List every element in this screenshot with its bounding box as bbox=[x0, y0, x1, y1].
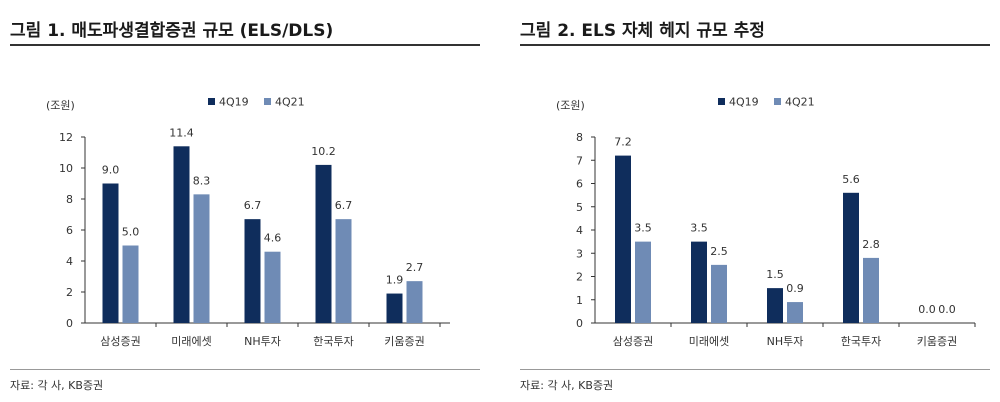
data-label-4Q19-4: 1.9 bbox=[386, 274, 404, 287]
figure-2-title-rule bbox=[520, 44, 990, 46]
data-label-4Q21-3: 6.7 bbox=[335, 199, 353, 212]
bar-4Q21-2 bbox=[264, 251, 281, 323]
x-tick-label: 한국투자 bbox=[841, 335, 881, 348]
bar-4Q19-1 bbox=[173, 146, 190, 323]
figure-2-bar-chart: (조원) 4Q19 4Q21012345678삼성증권7.23.5미래에셋3.52.… bbox=[556, 96, 976, 348]
y-tick-label: 8 bbox=[576, 131, 583, 144]
x-tick-label: 미래에셋 bbox=[171, 335, 211, 348]
data-label-4Q19-3: 10.2 bbox=[311, 145, 336, 158]
bar-4Q19-2 bbox=[767, 288, 783, 323]
bar-4Q21-0 bbox=[635, 241, 651, 323]
x-tick-label: 한국투자 bbox=[313, 335, 353, 348]
y-tick-label: 3 bbox=[576, 247, 583, 260]
bar-4Q21-2 bbox=[787, 302, 803, 323]
x-tick-label: NH투자 bbox=[244, 335, 281, 348]
y-tick-label: 4 bbox=[66, 255, 73, 268]
unit-label: (조원) bbox=[556, 99, 585, 112]
data-label-4Q21-2: 4.6 bbox=[264, 232, 282, 245]
figure-1-panel: 그림 1. 매도파생결합증권 규모 (ELS/DLS) (조원) 4Q19 4Q21… bbox=[10, 0, 480, 402]
x-tick-label: NH투자 bbox=[767, 335, 804, 348]
figure-2-bottom-rule bbox=[520, 369, 990, 370]
bar-4Q21-3 bbox=[335, 219, 352, 323]
bar-4Q19-2 bbox=[244, 219, 261, 323]
figure-1-title: 그림 1. 매도파생결합증권 규모 (ELS/DLS) bbox=[10, 21, 334, 41]
data-label-4Q19-3: 5.6 bbox=[842, 173, 860, 186]
bar-4Q21-3 bbox=[863, 257, 879, 323]
y-tick-label: 7 bbox=[576, 154, 583, 167]
figure-1-bottom-rule bbox=[10, 369, 480, 370]
figure-1-source: 자료: 각 사, KB증권 bbox=[10, 379, 104, 392]
bar-4Q19-4 bbox=[386, 293, 403, 323]
legend-swatch-4Q21 bbox=[774, 98, 781, 105]
data-label-4Q19-4: 0.0 bbox=[918, 303, 936, 316]
legend-label-4Q21: 4Q21 bbox=[785, 96, 815, 109]
x-tick-label: 미래에셋 bbox=[689, 335, 729, 348]
data-label-4Q21-1: 2.5 bbox=[710, 245, 728, 258]
figure-2-panel: 그림 2. ELS 자체 헤지 규모 추정 (조원) 4Q19 4Q21 0 1 2 3 4 5… bbox=[520, 0, 990, 402]
data-label-4Q21-2: 0.9 bbox=[786, 282, 804, 295]
figure-1-bar-chart: (조원) 4Q19 4Q21 0 2 4 6 8 10 12 삼성증권 9.0 5.0 미래에셋 11.4 8… bbox=[46, 96, 450, 348]
x-tick-label: 키움증권 bbox=[384, 335, 424, 348]
x-tick-label: 삼성증권 bbox=[100, 335, 140, 348]
unit-label: (조원) bbox=[46, 99, 75, 112]
y-tick-label: 1 bbox=[576, 294, 583, 307]
bar-4Q21-1 bbox=[711, 264, 727, 323]
bar-4Q19-3 bbox=[843, 192, 859, 323]
legend-label-4Q19: 4Q19 bbox=[729, 96, 759, 109]
bar-4Q19-3 bbox=[315, 164, 332, 323]
figure-2-title: 그림 2. ELS 자체 헤지 규모 추정 bbox=[520, 21, 765, 41]
data-label-4Q19-1: 11.4 bbox=[169, 126, 194, 139]
y-tick-label: 0 bbox=[66, 317, 73, 330]
y-tick-label: 6 bbox=[576, 178, 583, 191]
y-tick-label: 10 bbox=[59, 162, 73, 175]
y-tick-label: 6 bbox=[66, 224, 73, 237]
figure-1-title-rule bbox=[10, 44, 480, 46]
data-label-4Q21-0: 5.0 bbox=[122, 226, 140, 239]
bar-4Q21-1 bbox=[193, 194, 210, 323]
bar-4Q19-0 bbox=[615, 155, 631, 323]
bar-4Q21-4 bbox=[406, 281, 423, 323]
data-label-4Q19-0: 9.0 bbox=[102, 164, 120, 177]
legend-label-4Q21: 4Q21 bbox=[275, 96, 305, 109]
bar-4Q19-0 bbox=[102, 183, 119, 323]
y-tick-label: 2 bbox=[66, 286, 73, 299]
legend-swatch-4Q21 bbox=[264, 98, 271, 105]
y-tick-label: 5 bbox=[576, 201, 583, 214]
x-tick-label: 삼성증권 bbox=[613, 335, 653, 348]
y-tick-label: 12 bbox=[59, 131, 73, 144]
y-tick-label: 4 bbox=[576, 224, 583, 237]
data-label-4Q21-3: 2.8 bbox=[862, 238, 880, 251]
legend-label-4Q19: 4Q19 bbox=[219, 96, 249, 109]
data-label-4Q21-4: 0.0 bbox=[938, 303, 956, 316]
legend-swatch-4Q19 bbox=[208, 98, 215, 105]
bar-4Q19-1 bbox=[691, 241, 707, 323]
data-label-4Q21-4: 2.7 bbox=[406, 261, 424, 274]
bar-4Q21-0 bbox=[122, 245, 139, 323]
data-label-4Q19-0: 7.2 bbox=[614, 136, 632, 149]
y-tick-label: 8 bbox=[66, 193, 73, 206]
data-label-4Q19-2: 6.7 bbox=[244, 199, 262, 212]
data-label-4Q19-1: 3.5 bbox=[690, 222, 708, 235]
y-tick-label: 0 bbox=[576, 317, 583, 330]
y-tick-label: 2 bbox=[576, 271, 583, 284]
data-label-4Q19-2: 1.5 bbox=[766, 268, 784, 281]
legend-swatch-4Q19 bbox=[718, 98, 725, 105]
data-label-4Q21-0: 3.5 bbox=[634, 222, 652, 235]
figure-2-source: 자료: 각 사, KB증권 bbox=[520, 379, 614, 392]
data-label-4Q21-1: 8.3 bbox=[193, 174, 211, 187]
x-tick-label: 키움증권 bbox=[917, 335, 957, 348]
